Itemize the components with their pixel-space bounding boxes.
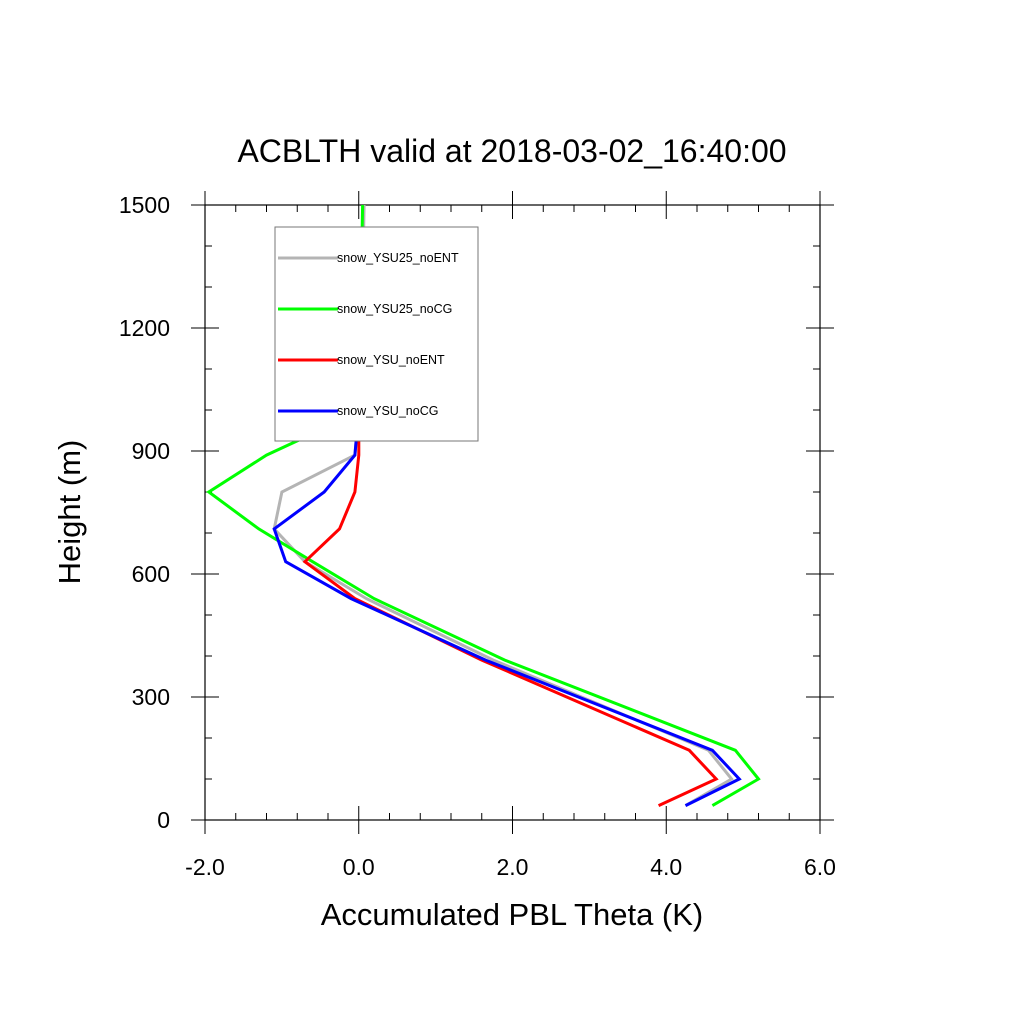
y-tick-label: 300 bbox=[132, 684, 170, 710]
y-tick-label: 0 bbox=[157, 807, 170, 833]
legend-label: snow_YSU25_noENT bbox=[337, 251, 459, 265]
y-axis-ticks: 0 300 600 900 1200 1500 bbox=[119, 192, 834, 833]
legend-label: snow_YSU_noCG bbox=[337, 404, 438, 418]
x-tick-label: 2.0 bbox=[497, 854, 529, 880]
legend-label: snow_YSU25_noCG bbox=[337, 302, 452, 316]
y-tick-label: 1200 bbox=[119, 315, 170, 341]
legend: snow_YSU25_noENT snow_YSU25_noCG snow_YSU_… bbox=[274, 226, 479, 442]
chart-title: ACBLTH valid at 2018-03-02_16:40:00 bbox=[237, 133, 786, 169]
y-tick-label: 1500 bbox=[119, 192, 170, 218]
x-tick-label: 6.0 bbox=[804, 854, 836, 880]
y-axis-label: Height (m) bbox=[52, 440, 87, 585]
x-axis-label: Accumulated PBL Theta (K) bbox=[321, 897, 704, 932]
legend-label: snow_YSU_noENT bbox=[337, 353, 445, 367]
y-tick-label: 600 bbox=[132, 561, 170, 587]
y-tick-label: 900 bbox=[132, 438, 170, 464]
legend-box bbox=[274, 226, 479, 442]
x-tick-label: 4.0 bbox=[650, 854, 682, 880]
x-tick-label: 0.0 bbox=[343, 854, 375, 880]
x-tick-label: -2.0 bbox=[185, 854, 225, 880]
x-axis-ticks: -2.0 0.0 2.0 4.0 6.0 bbox=[185, 191, 836, 880]
